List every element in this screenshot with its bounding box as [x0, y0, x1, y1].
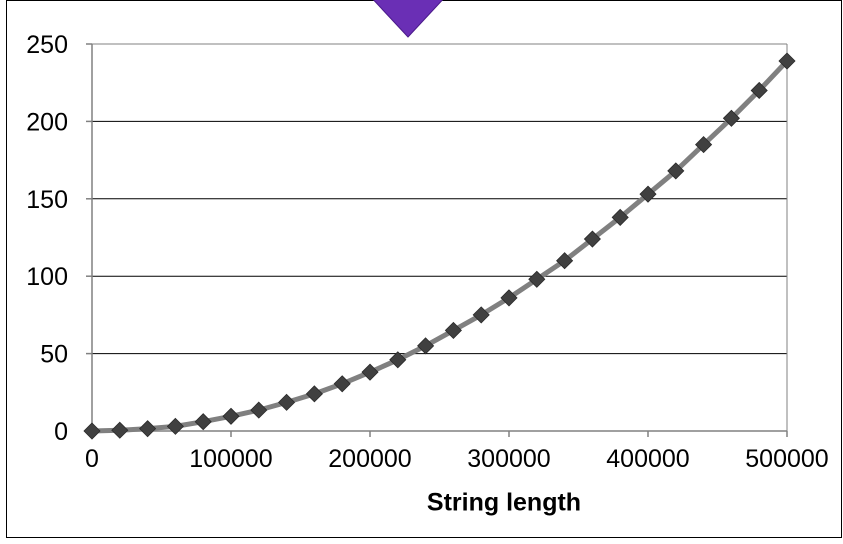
data-point-marker — [250, 401, 268, 419]
y-tick-label-5: 250 — [26, 31, 68, 59]
x-tick-label-5: 500000 — [745, 445, 828, 473]
y-tick-label-0: 0 — [54, 418, 68, 446]
x-tick-label-2: 200000 — [328, 445, 411, 473]
y-tick-label-1: 50 — [40, 341, 68, 369]
x-tick-label-1: 100000 — [189, 445, 272, 473]
data-point-marker — [361, 363, 379, 381]
data-point-marker — [333, 375, 351, 393]
data-point-marker — [695, 136, 713, 154]
data-point-marker — [166, 417, 184, 435]
data-point-marker — [667, 162, 685, 180]
data-point-marker — [139, 420, 157, 438]
y-tick-label-4: 200 — [26, 108, 68, 136]
y-tick-label-3: 150 — [26, 186, 68, 214]
data-point-marker — [444, 321, 462, 339]
data-point-marker — [278, 393, 296, 411]
data-point-marker — [750, 81, 768, 100]
data-point-marker — [222, 407, 240, 425]
data-point-marker — [472, 306, 490, 324]
x-axis-title: String length — [427, 489, 581, 517]
y-tick-label-2: 100 — [26, 263, 68, 291]
data-point-marker — [500, 289, 518, 307]
x-tick-label-0: 0 — [85, 445, 99, 473]
x-tick-label-3: 300000 — [467, 445, 550, 473]
data-point-marker — [639, 185, 657, 203]
data-point-marker — [305, 385, 323, 403]
data-point-marker — [83, 422, 101, 440]
data-point-marker — [778, 52, 796, 70]
data-point-marker — [556, 252, 574, 270]
data-point-marker — [389, 351, 407, 369]
purple-diamond-decoration — [372, 0, 444, 38]
data-point-marker — [611, 208, 629, 226]
data-point-marker — [417, 337, 435, 355]
data-point-marker — [528, 270, 546, 288]
data-point-marker — [111, 421, 129, 439]
data-point-marker — [194, 413, 212, 431]
data-point-marker — [722, 109, 740, 127]
data-point-marker — [583, 230, 601, 248]
x-tick-label-4: 400000 — [606, 445, 689, 473]
